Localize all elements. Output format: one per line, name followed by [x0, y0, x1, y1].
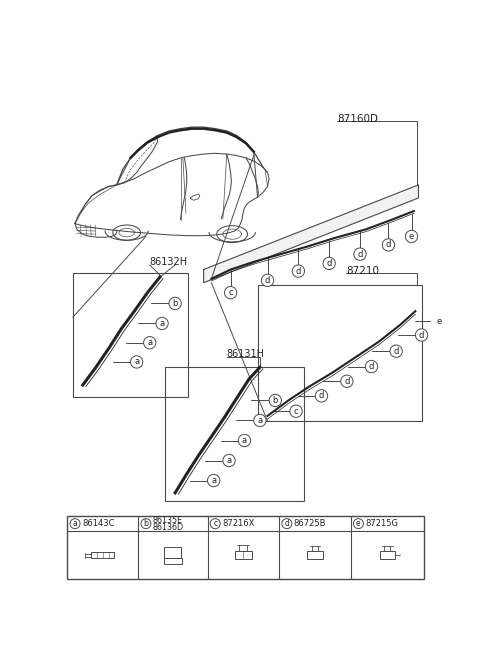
Circle shape	[406, 231, 418, 242]
Text: c: c	[213, 519, 217, 528]
Circle shape	[225, 286, 237, 299]
Text: d: d	[284, 519, 289, 528]
Text: c: c	[228, 288, 233, 297]
Circle shape	[169, 297, 181, 310]
Text: a: a	[159, 319, 165, 328]
Circle shape	[269, 394, 281, 407]
Text: d: d	[419, 331, 424, 339]
Bar	[91, 552, 114, 558]
Text: a: a	[227, 456, 232, 465]
Text: 86132H: 86132H	[150, 257, 188, 267]
Bar	[258, 285, 421, 421]
Circle shape	[282, 519, 292, 529]
Text: a: a	[147, 338, 152, 347]
Circle shape	[341, 375, 353, 387]
Circle shape	[365, 360, 378, 373]
Text: a: a	[134, 358, 139, 366]
Text: 86725B: 86725B	[294, 519, 326, 528]
Text: b: b	[144, 519, 148, 528]
Text: d: d	[394, 346, 399, 356]
Text: e: e	[356, 519, 361, 528]
Circle shape	[323, 257, 336, 270]
Text: c: c	[294, 407, 299, 416]
Text: a: a	[242, 436, 247, 445]
Bar	[164, 547, 181, 557]
Bar	[164, 557, 182, 564]
Text: b: b	[273, 396, 278, 405]
Text: 86143C: 86143C	[82, 519, 115, 528]
Text: a: a	[72, 519, 77, 528]
Text: d: d	[386, 240, 391, 250]
Bar	[73, 272, 188, 398]
Text: d: d	[326, 259, 332, 268]
Text: 86136D: 86136D	[153, 523, 184, 532]
Circle shape	[382, 239, 395, 251]
Circle shape	[292, 265, 304, 277]
Bar	[307, 552, 323, 559]
Bar	[235, 552, 252, 559]
Text: 86131H: 86131H	[227, 349, 265, 359]
Text: b: b	[172, 299, 178, 308]
Circle shape	[223, 455, 235, 466]
Text: d: d	[369, 362, 374, 371]
Circle shape	[210, 519, 220, 529]
Text: 86135E: 86135E	[153, 516, 183, 525]
Text: 87160D: 87160D	[337, 113, 378, 124]
Text: d: d	[296, 267, 301, 276]
Text: 87215G: 87215G	[365, 519, 398, 528]
Text: a: a	[211, 476, 216, 485]
Circle shape	[144, 337, 156, 349]
Circle shape	[254, 415, 266, 426]
Text: e: e	[437, 316, 442, 326]
Circle shape	[415, 329, 428, 341]
Circle shape	[353, 519, 363, 529]
Polygon shape	[204, 185, 419, 283]
Bar	[67, 516, 424, 579]
Circle shape	[262, 274, 274, 286]
Circle shape	[141, 519, 151, 529]
Circle shape	[290, 405, 302, 417]
Text: d: d	[344, 377, 349, 386]
Circle shape	[390, 345, 402, 358]
Circle shape	[70, 519, 80, 529]
Text: d: d	[319, 391, 324, 400]
Circle shape	[156, 317, 168, 329]
Text: d: d	[265, 276, 270, 285]
Text: 87210: 87210	[346, 266, 379, 276]
Circle shape	[207, 474, 220, 487]
Circle shape	[238, 434, 251, 447]
Circle shape	[131, 356, 143, 368]
Bar	[380, 552, 395, 559]
Circle shape	[315, 390, 328, 402]
Text: a: a	[257, 416, 263, 425]
Circle shape	[354, 248, 366, 260]
Circle shape	[433, 315, 445, 328]
Text: d: d	[357, 250, 363, 259]
Text: 87216X: 87216X	[222, 519, 254, 528]
Bar	[165, 367, 304, 500]
Text: e: e	[409, 232, 414, 241]
